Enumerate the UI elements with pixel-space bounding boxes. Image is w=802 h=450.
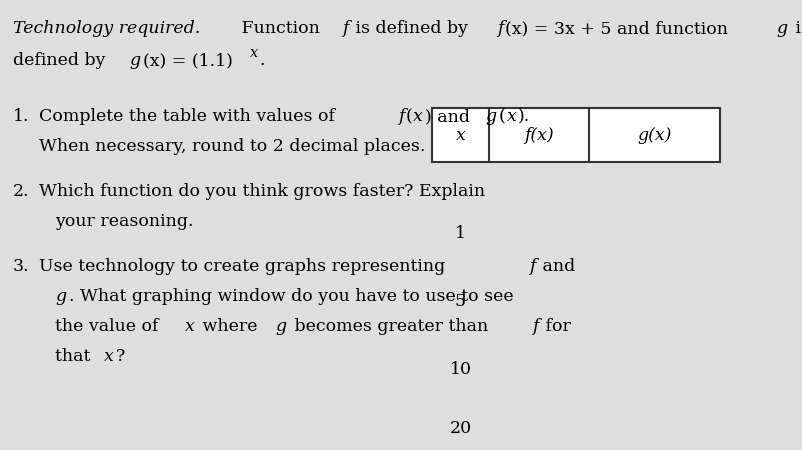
Text: Technology required.: Technology required. xyxy=(13,20,200,37)
Text: f(x): f(x) xyxy=(525,126,554,144)
Text: Complete the table with values of: Complete the table with values of xyxy=(38,108,340,125)
Text: for: for xyxy=(540,318,571,335)
Text: becomes greater than: becomes greater than xyxy=(289,318,493,335)
Text: f: f xyxy=(529,258,536,275)
Text: (x) = (1.1): (x) = (1.1) xyxy=(143,52,233,69)
Text: .: . xyxy=(260,52,265,69)
Text: defined by: defined by xyxy=(13,52,111,69)
Text: f: f xyxy=(398,108,404,125)
Text: g(x): g(x) xyxy=(637,126,671,144)
Text: 2.: 2. xyxy=(13,183,30,200)
Text: ?: ? xyxy=(115,348,125,365)
Text: x: x xyxy=(104,348,114,365)
Text: g: g xyxy=(275,318,286,335)
Text: x: x xyxy=(185,318,195,335)
Text: your reasoning.: your reasoning. xyxy=(55,213,194,230)
Text: g: g xyxy=(130,52,141,69)
Text: (x) = 3x + 5 and function: (x) = 3x + 5 and function xyxy=(504,20,733,37)
Text: Use technology to create graphs representing: Use technology to create graphs represen… xyxy=(38,258,451,275)
Text: the value of: the value of xyxy=(55,318,164,335)
Text: g: g xyxy=(485,108,496,125)
Text: x: x xyxy=(414,108,423,125)
Text: g: g xyxy=(55,288,67,305)
Text: that: that xyxy=(55,348,96,365)
Text: ).: ). xyxy=(518,108,530,125)
Text: 1: 1 xyxy=(455,225,466,242)
Text: g: g xyxy=(776,20,788,37)
Text: is defined by: is defined by xyxy=(350,20,473,37)
Text: . What graphing window do you have to use to see: . What graphing window do you have to us… xyxy=(69,288,513,305)
Text: 20: 20 xyxy=(449,420,472,437)
Text: where: where xyxy=(196,318,263,335)
Text: x: x xyxy=(456,126,465,144)
Text: f: f xyxy=(497,20,504,37)
Text: ) and: ) and xyxy=(425,108,476,125)
Text: 5: 5 xyxy=(455,293,466,310)
Text: Function: Function xyxy=(236,20,326,37)
Text: f: f xyxy=(533,318,539,335)
Text: and: and xyxy=(537,258,575,275)
Text: (: ( xyxy=(405,108,412,125)
Text: (: ( xyxy=(499,108,505,125)
Text: x: x xyxy=(507,108,516,125)
Text: When necessary, round to 2 decimal places.: When necessary, round to 2 decimal place… xyxy=(38,138,425,155)
Text: 1.: 1. xyxy=(13,108,30,125)
Text: f: f xyxy=(342,20,349,37)
Text: x: x xyxy=(250,46,258,60)
Text: is: is xyxy=(790,20,802,37)
Text: Which function do you think grows faster? Explain: Which function do you think grows faster… xyxy=(38,183,485,200)
Text: 10: 10 xyxy=(450,361,472,378)
Bar xyxy=(432,108,720,162)
Text: 3.: 3. xyxy=(13,258,30,275)
